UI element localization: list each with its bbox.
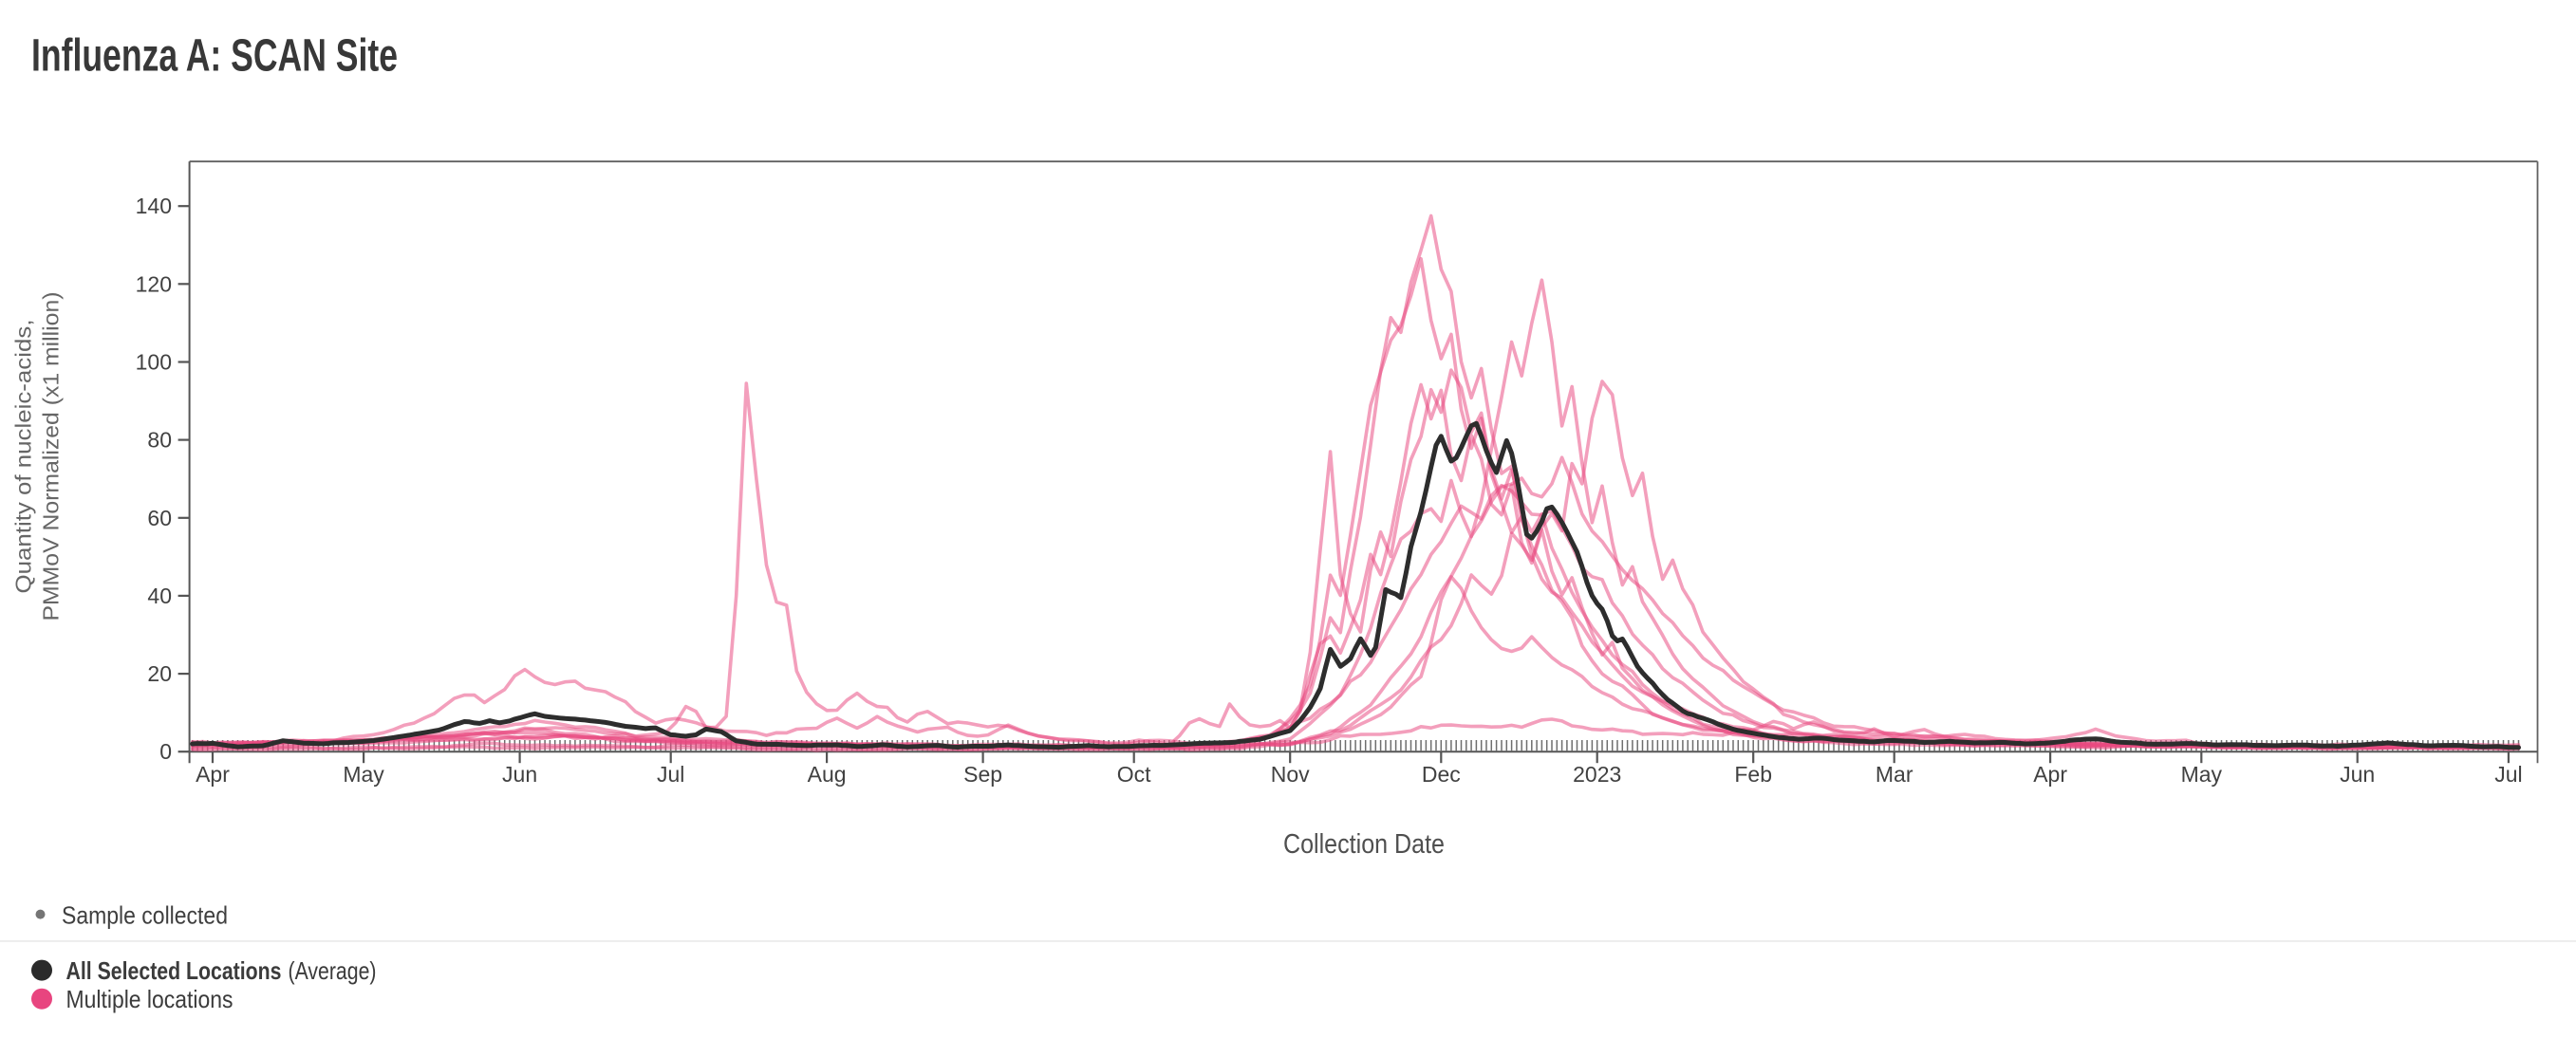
svg-text:Sample collected: Sample collected <box>62 901 228 930</box>
svg-text:60: 60 <box>147 506 172 530</box>
svg-text:(Average): (Average) <box>289 956 377 985</box>
svg-text:Aug: Aug <box>808 762 847 787</box>
svg-text:Jun: Jun <box>2340 762 2375 787</box>
svg-text:Jul: Jul <box>657 762 684 787</box>
svg-text:120: 120 <box>136 271 172 296</box>
svg-text:Jun: Jun <box>502 762 537 787</box>
svg-text:Oct: Oct <box>1117 762 1151 787</box>
svg-text:0: 0 <box>159 739 172 764</box>
svg-text:80: 80 <box>147 428 172 453</box>
svg-text:Influenza A: SCAN Site: Influenza A: SCAN Site <box>31 31 398 82</box>
svg-text:Feb: Feb <box>1734 762 1772 787</box>
svg-text:20: 20 <box>147 661 172 686</box>
svg-text:2023: 2023 <box>1573 762 1621 787</box>
svg-text:May: May <box>343 762 384 787</box>
svg-text:Apr: Apr <box>196 762 230 787</box>
svg-text:40: 40 <box>147 584 172 608</box>
svg-text:PMMoV Normalized (x1 million): PMMoV Normalized (x1 million) <box>39 292 64 621</box>
svg-text:Dec: Dec <box>1422 762 1461 787</box>
svg-text:Jul: Jul <box>2494 762 2522 787</box>
svg-text:All Selected Locations: All Selected Locations <box>66 956 282 985</box>
svg-text:Multiple locations: Multiple locations <box>66 985 233 1013</box>
svg-text:Apr: Apr <box>2033 762 2067 787</box>
svg-text:Nov: Nov <box>1271 762 1310 787</box>
svg-text:Collection Date: Collection Date <box>1283 829 1445 860</box>
svg-text:Sep: Sep <box>963 762 1002 787</box>
svg-text:Mar: Mar <box>1876 762 1913 787</box>
svg-text:May: May <box>2181 762 2223 787</box>
svg-text:Quantity of nucleic-acids,: Quantity of nucleic-acids, <box>11 320 36 594</box>
svg-text:140: 140 <box>136 194 172 218</box>
svg-text:100: 100 <box>136 350 172 375</box>
